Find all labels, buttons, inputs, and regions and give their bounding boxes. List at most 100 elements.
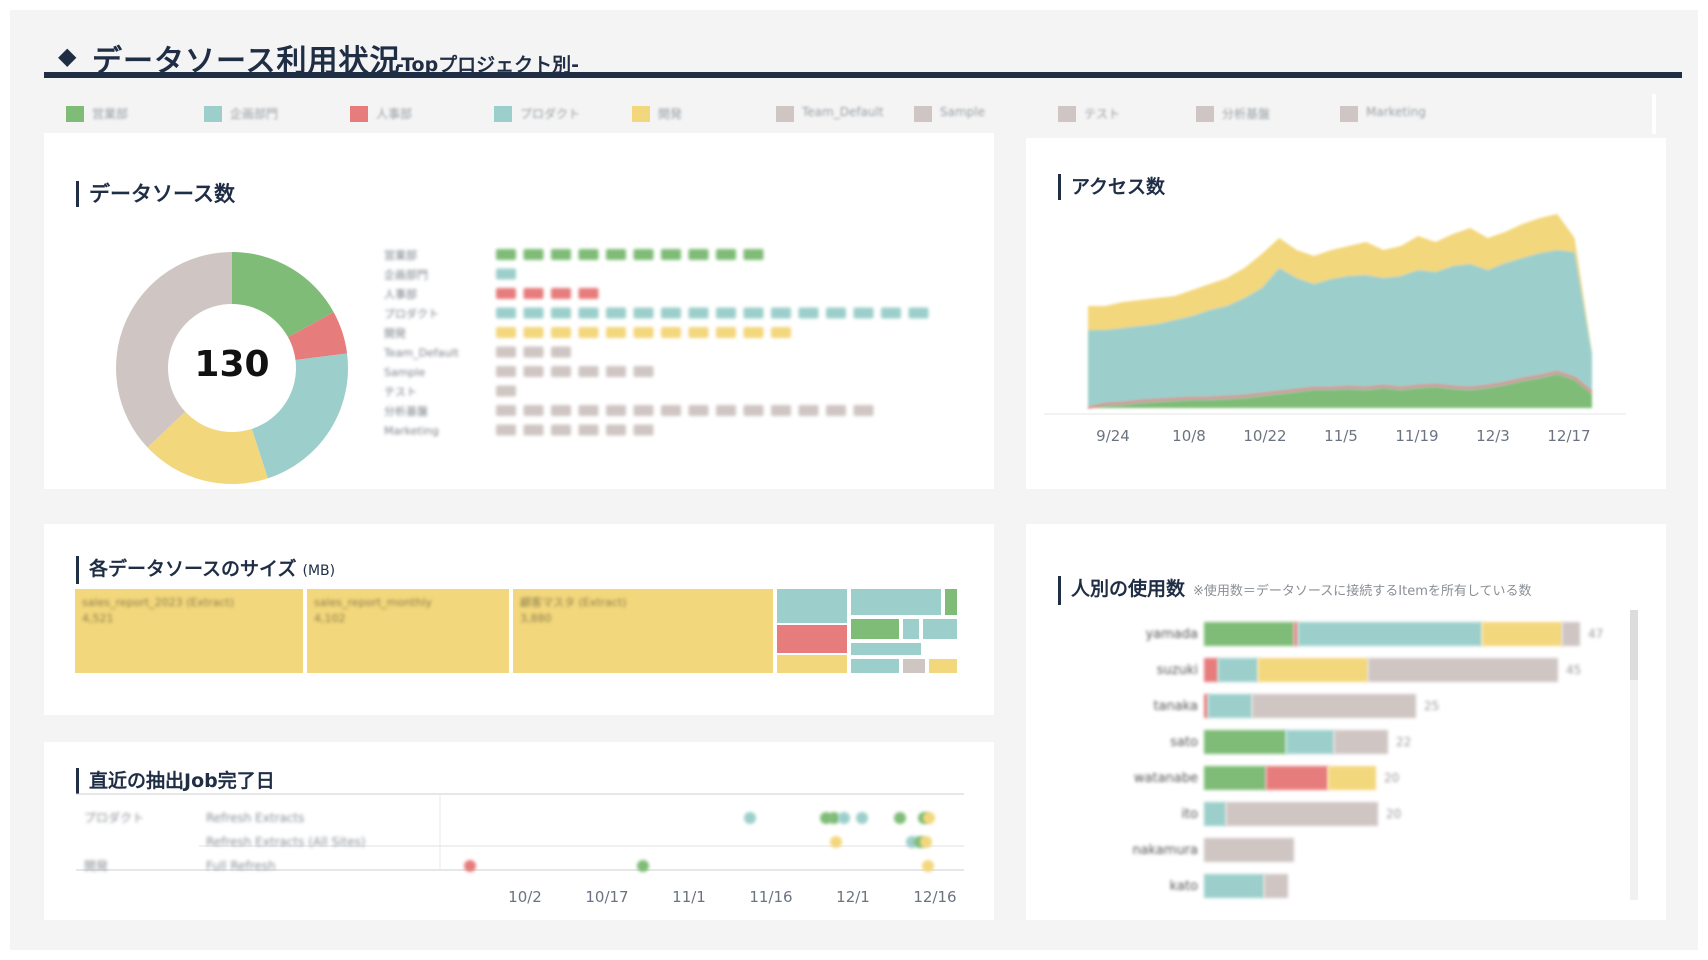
job-completion-dot[interactable] xyxy=(856,812,868,824)
datasource-tile[interactable] xyxy=(551,288,571,299)
datasource-tile[interactable] xyxy=(496,307,516,319)
usage-bar-segment[interactable] xyxy=(1208,694,1252,718)
job-completion-dot[interactable] xyxy=(637,860,649,872)
datasource-tile[interactable] xyxy=(523,366,544,377)
usage-bar-segment[interactable] xyxy=(1266,766,1328,790)
treemap-tile[interactable] xyxy=(305,587,511,675)
usage-bar-segment[interactable] xyxy=(1204,694,1208,718)
datasource-tile[interactable] xyxy=(551,327,571,338)
datasource-tile[interactable] xyxy=(496,424,516,436)
datasource-tile[interactable] xyxy=(798,307,819,319)
treemap-tile[interactable] xyxy=(849,617,901,641)
usage-bar-segment[interactable] xyxy=(1204,802,1226,826)
usage-bar-segment[interactable] xyxy=(1328,766,1376,790)
job-completion-dot[interactable] xyxy=(920,836,932,848)
datasource-tile[interactable] xyxy=(688,405,709,416)
datasource-tile[interactable] xyxy=(743,307,764,319)
datasource-tile[interactable] xyxy=(496,249,516,260)
datasource-tile[interactable] xyxy=(606,249,626,260)
donut-slice[interactable] xyxy=(251,353,348,479)
datasource-tile[interactable] xyxy=(551,346,571,358)
datasource-tile[interactable] xyxy=(743,405,764,416)
datasource-tile[interactable] xyxy=(908,307,929,319)
datasource-tile[interactable] xyxy=(496,346,516,358)
job-completion-dot[interactable] xyxy=(838,812,850,824)
usage-bar-segment[interactable] xyxy=(1218,658,1258,682)
usage-bar-chart[interactable]: yamada 47 suzuki 45 tanaka 25 sato 22 watanabe 20… xyxy=(1026,524,1666,920)
usage-bar-segment[interactable] xyxy=(1204,622,1294,646)
datasource-tile[interactable] xyxy=(688,327,709,338)
datasource-tile[interactable] xyxy=(743,327,764,338)
datasource-tile[interactable] xyxy=(523,307,544,319)
usage-bar-segment[interactable] xyxy=(1286,730,1334,754)
donut-slice[interactable] xyxy=(288,312,348,360)
treemap-tile[interactable] xyxy=(849,641,923,657)
treemap-tile[interactable] xyxy=(775,587,849,625)
legend-scrollbar[interactable] xyxy=(1652,94,1656,134)
usage-bar-segment[interactable] xyxy=(1252,694,1416,718)
datasource-tile[interactable] xyxy=(606,405,626,416)
datasource-tile[interactable] xyxy=(633,366,654,377)
datasource-tile[interactable] xyxy=(661,327,681,338)
datasource-tile[interactable] xyxy=(633,307,654,319)
datasource-tile[interactable] xyxy=(551,424,571,436)
donut-slice[interactable] xyxy=(147,411,268,484)
datasource-tile[interactable] xyxy=(716,327,736,338)
datasource-tile[interactable] xyxy=(523,249,544,260)
extract-job-chart[interactable]: プロダクト Refresh Extracts Refresh Extracts (A… xyxy=(44,742,994,920)
datasource-tile[interactable] xyxy=(606,327,626,338)
treemap-tile[interactable] xyxy=(921,617,959,641)
treemap-tile[interactable] xyxy=(849,587,943,617)
datasource-tile[interactable] xyxy=(551,366,571,377)
job-completion-dot[interactable] xyxy=(830,836,842,848)
donut-slice[interactable] xyxy=(232,252,334,338)
datasource-tile[interactable] xyxy=(578,405,599,416)
datasource-tile[interactable] xyxy=(496,405,516,416)
usage-bar-segment[interactable] xyxy=(1562,622,1580,646)
usage-scrollbar[interactable] xyxy=(1630,610,1638,900)
datasource-tile[interactable] xyxy=(551,307,571,319)
job-completion-dot[interactable] xyxy=(894,812,906,824)
datasource-tile[interactable] xyxy=(661,307,681,319)
datasource-tile[interactable] xyxy=(496,366,516,377)
treemap-tile[interactable] xyxy=(927,657,959,675)
datasource-tile[interactable] xyxy=(578,366,599,377)
datasource-tile[interactable] xyxy=(633,327,654,338)
datasource-tile[interactable] xyxy=(578,307,599,319)
usage-bar-segment[interactable] xyxy=(1204,730,1286,754)
datasource-tile[interactable] xyxy=(578,249,599,260)
datasource-tile[interactable] xyxy=(496,268,516,280)
datasource-tile[interactable] xyxy=(716,307,736,319)
datasource-tile[interactable] xyxy=(633,424,654,436)
access-area-teal[interactable] xyxy=(1088,250,1592,408)
treemap-tile[interactable] xyxy=(849,657,901,675)
job-completion-dot[interactable] xyxy=(923,812,935,824)
datasource-tile[interactable] xyxy=(523,288,544,299)
treemap-tile[interactable] xyxy=(775,623,849,655)
datasource-tile[interactable] xyxy=(633,249,654,260)
access-area-yellow[interactable] xyxy=(1088,214,1592,354)
usage-scroll-thumb[interactable] xyxy=(1630,610,1638,680)
treemap-tile[interactable] xyxy=(73,587,305,675)
datasource-tile[interactable] xyxy=(606,307,626,319)
job-completion-dot[interactable] xyxy=(828,812,840,824)
usage-bar-segment[interactable] xyxy=(1482,622,1562,646)
datasource-tile[interactable] xyxy=(716,249,736,260)
datasource-tile[interactable] xyxy=(551,249,571,260)
datasource-tile[interactable] xyxy=(771,327,791,338)
datasource-tile[interactable] xyxy=(633,405,654,416)
datasource-size-treemap[interactable]: sales_report_2023 (Extract) 4,521 sales_re… xyxy=(44,524,994,715)
datasource-tile[interactable] xyxy=(853,405,874,416)
datasource-tile[interactable] xyxy=(826,307,846,319)
treemap-tile[interactable] xyxy=(901,657,927,675)
donut-slice[interactable] xyxy=(115,252,232,448)
job-completion-dot[interactable] xyxy=(464,860,476,872)
datasource-tile[interactable] xyxy=(661,249,681,260)
datasource-tile[interactable] xyxy=(523,405,544,416)
usage-bar-segment[interactable] xyxy=(1204,766,1266,790)
usage-bar-segment[interactable] xyxy=(1334,730,1388,754)
datasource-tile[interactable] xyxy=(496,288,516,299)
usage-bar-segment[interactable] xyxy=(1298,622,1482,646)
usage-bar-segment[interactable] xyxy=(1368,658,1558,682)
datasource-tile[interactable] xyxy=(523,424,544,436)
